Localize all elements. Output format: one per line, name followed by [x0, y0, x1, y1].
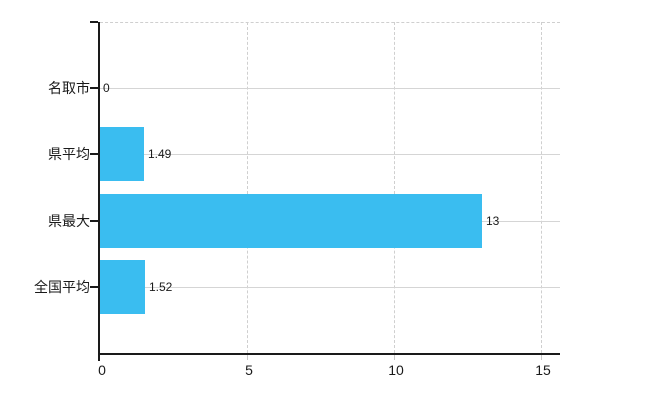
y-gridline — [100, 287, 560, 288]
plot-top-border — [100, 22, 560, 23]
x-tick-label: 10 — [388, 362, 404, 378]
x-gridline — [394, 22, 395, 353]
bar-value-label: 0 — [103, 81, 110, 95]
bar — [100, 260, 145, 314]
category-label: 県平均 — [48, 146, 90, 162]
y-axis-tick — [90, 286, 98, 288]
x-gridline — [541, 22, 542, 353]
x-tick-label: 0 — [98, 362, 106, 378]
x-tick-label: 5 — [245, 362, 253, 378]
x-axis-tick — [541, 355, 542, 360]
y-axis-tick — [90, 153, 98, 155]
x-tick-label: 15 — [535, 362, 551, 378]
y-gridline — [100, 154, 560, 155]
x-axis-tick — [394, 355, 395, 360]
bar — [100, 127, 144, 181]
category-label: 県最大 — [48, 213, 90, 229]
x-axis-tick — [247, 355, 248, 360]
category-label: 全国平均 — [34, 279, 90, 295]
y-axis-tick — [90, 220, 98, 222]
category-label: 名取市 — [48, 80, 90, 96]
bar-value-label: 1.52 — [149, 280, 173, 294]
x-gridline — [247, 22, 248, 353]
bar — [100, 194, 482, 248]
y-gridline — [100, 88, 560, 89]
y-axis-line — [98, 22, 100, 361]
bar-value-label: 1.49 — [148, 147, 172, 161]
y-axis-tick — [90, 87, 98, 89]
x-axis-line — [98, 353, 560, 355]
y-axis-tick — [90, 21, 98, 23]
bar-value-label: 13 — [486, 214, 500, 228]
